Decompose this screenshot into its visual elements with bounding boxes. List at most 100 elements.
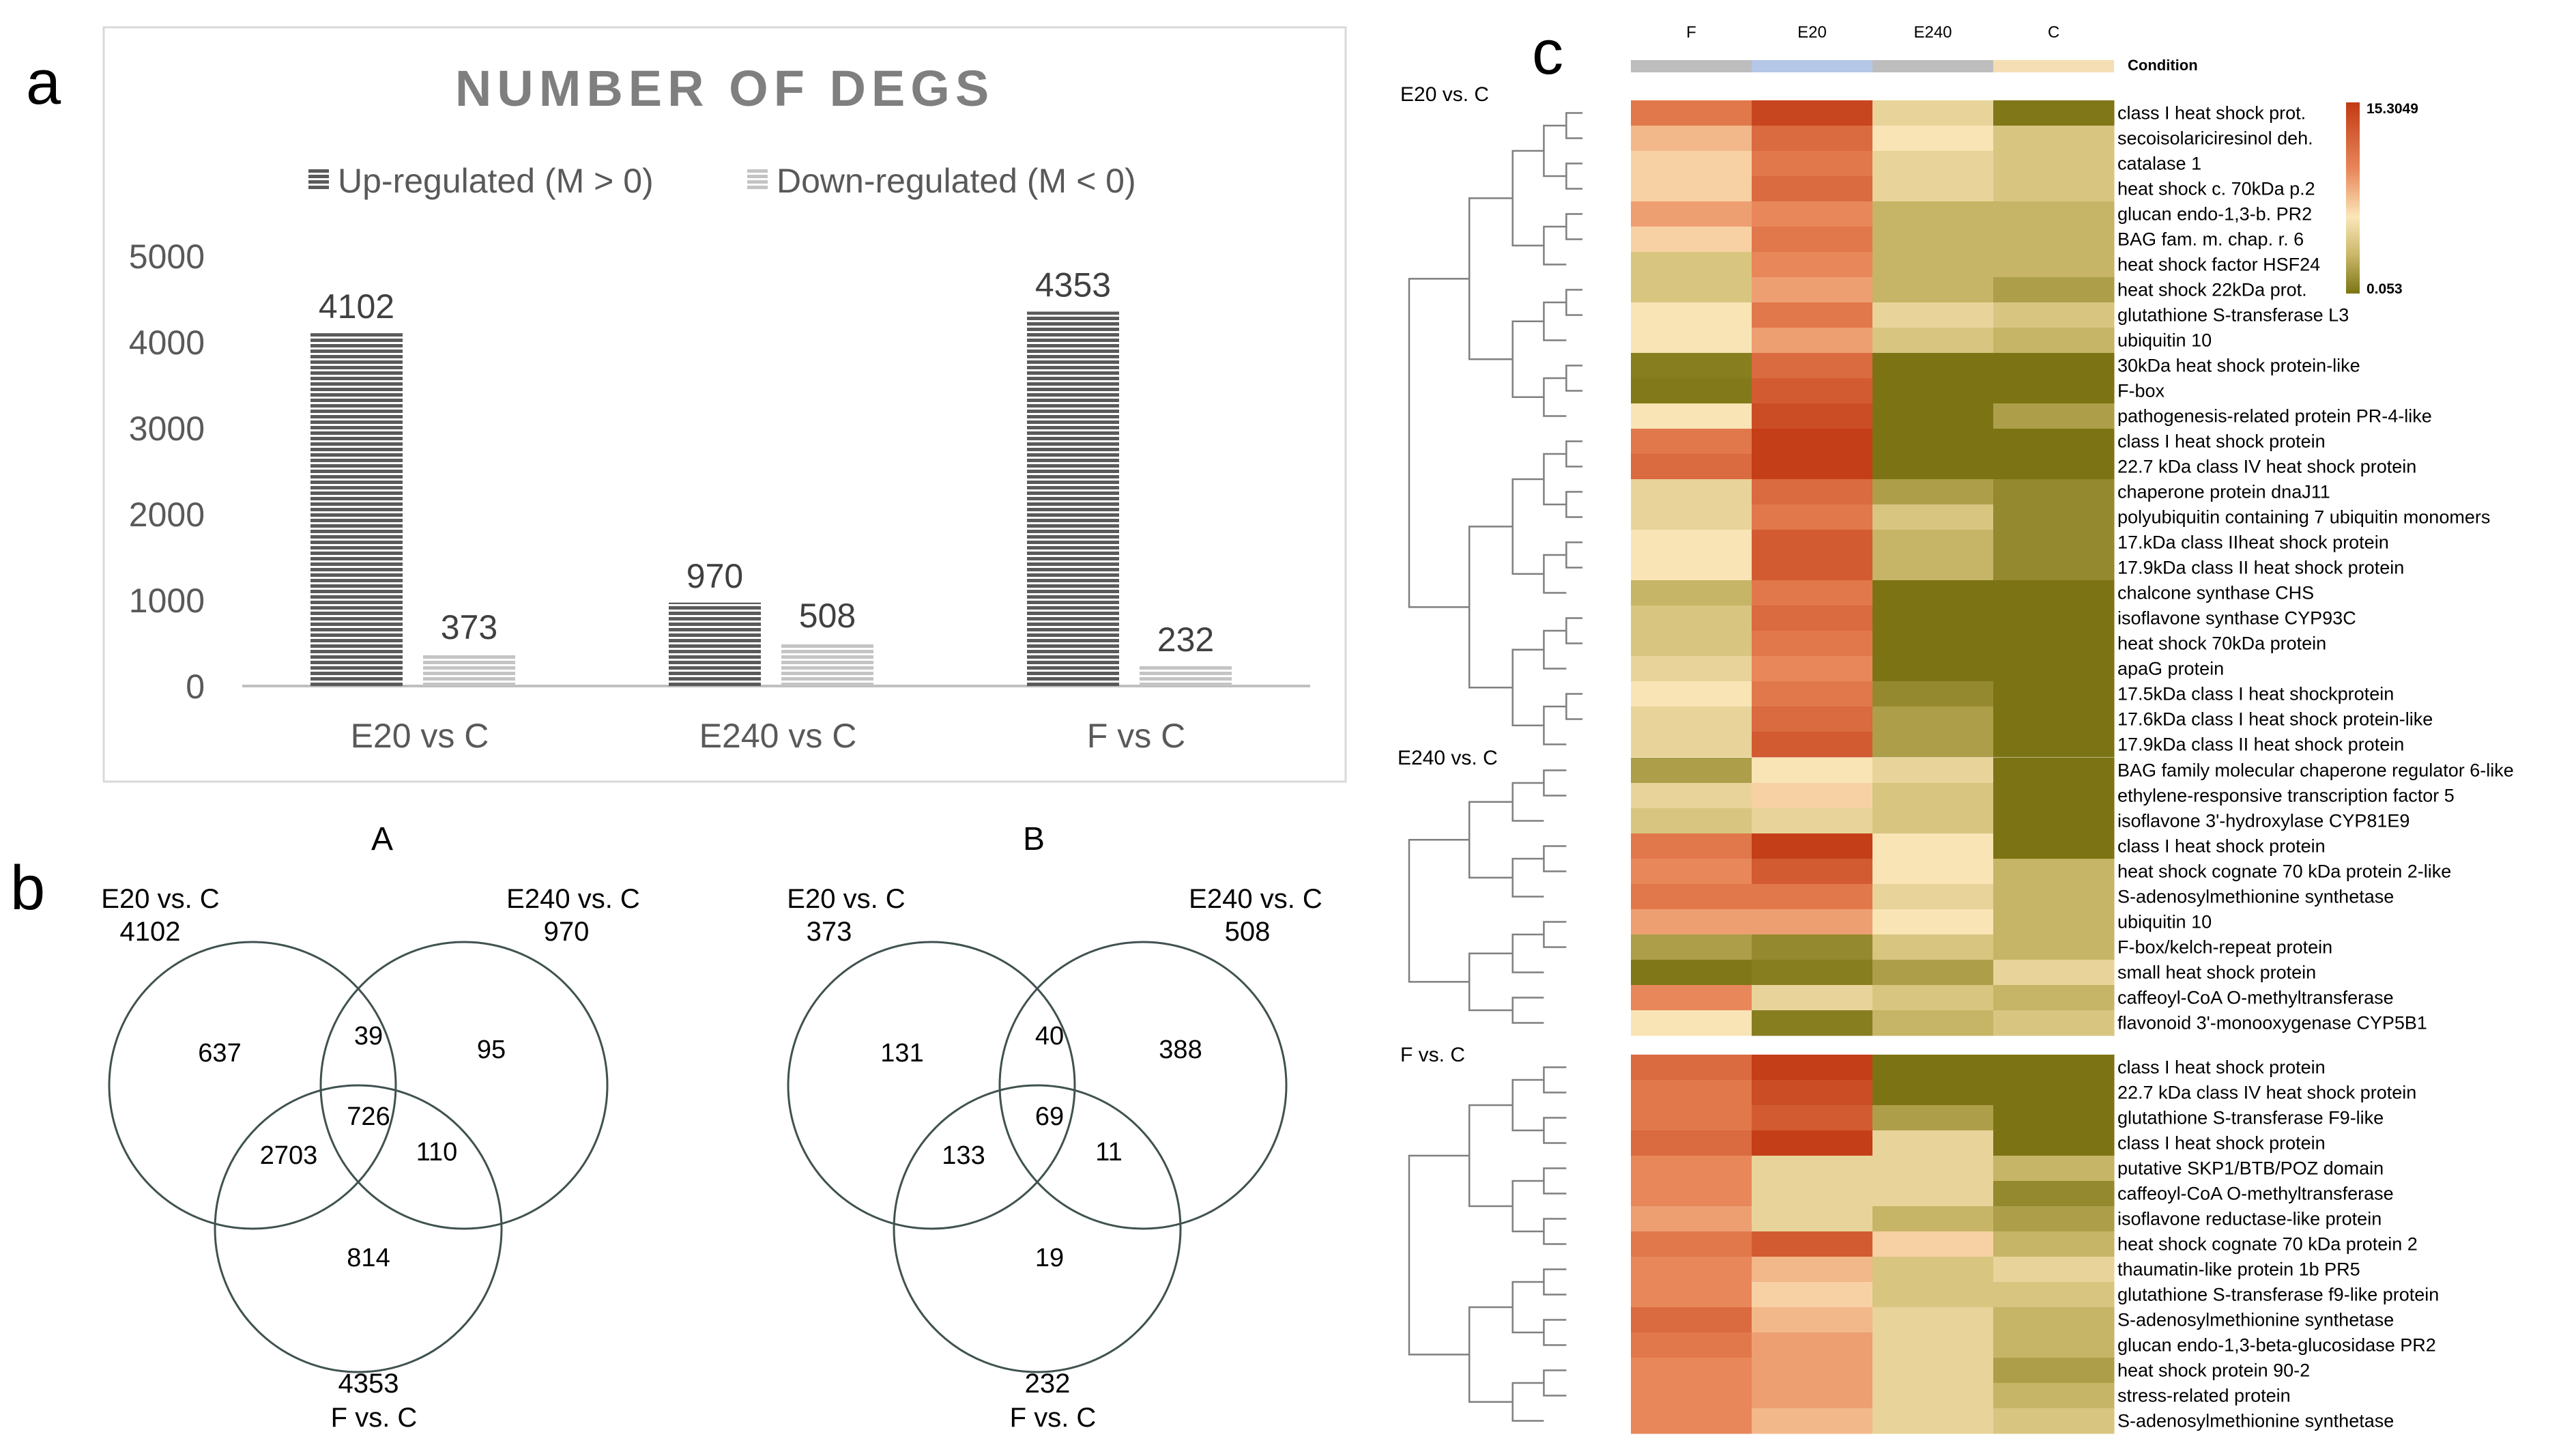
dendrogram-branch (1565, 365, 1583, 392)
heatmap-row-label: 17.9kDa class II heat shock protein (2117, 734, 2404, 755)
heatmap-cell (1993, 1282, 2115, 1308)
heatmap-cell (1752, 1282, 1873, 1308)
heatmap: F E20 E240 C Condition E20 vs. C E240 vs. C F… (1398, 23, 2514, 1434)
venn-B-region-12: 40 (1035, 1022, 1064, 1051)
heatmap-cell (1752, 1105, 1873, 1131)
heatmap-cell (1752, 100, 1873, 126)
heatmap-cell (1631, 1181, 1752, 1207)
heatmap-cell (1752, 378, 1873, 404)
heatmap-cell (1631, 454, 1752, 480)
heatmap-column-header: F (1686, 23, 1696, 42)
heatmap-cell (1993, 302, 2115, 328)
heatmap-cell (1631, 859, 1752, 885)
heatmap-cell (1993, 504, 2115, 530)
heatmap-cell (1872, 1358, 1994, 1384)
bar-chart-legend: Up-regulated (M > 0) Down-regulated (M <… (308, 162, 1136, 200)
heatmap-row-label: class I heat shock protein (2117, 431, 2326, 452)
venn-B-circle-1 (787, 941, 1076, 1230)
heatmap-row-label: glutathione S-transferase F9-like (2117, 1108, 2384, 1128)
heatmap-condition-bar (1631, 60, 2114, 72)
venn-B: B E20 vs. C 373 E240 vs. C 508 131 388 1… (787, 821, 1322, 1433)
heatmap-row-label: thaumatin-like protein 1b PR5 (2117, 1259, 2360, 1280)
dendrogram-branch (1565, 213, 1583, 240)
heatmap-row-label: heat shock factor HSF24 (2117, 255, 2320, 275)
heatmap-cell (1631, 934, 1752, 960)
heatmap-row-label: F-box (2117, 381, 2165, 401)
color-scale-bar (2346, 102, 2360, 294)
heatmap-cell (1752, 1408, 1873, 1434)
dendrogram-branch (1565, 112, 1583, 139)
heatmap-cell (1993, 656, 2115, 682)
heatmap-cell (1872, 1105, 1994, 1131)
dendrogram-branch (1468, 1306, 1513, 1403)
y-tick-label: 0 (186, 668, 205, 706)
heatmap-cell (1631, 1257, 1752, 1283)
heatmap-cell (1752, 960, 1873, 986)
bar-data-label: 373 (441, 608, 497, 646)
heatmap-cell (1872, 909, 1994, 935)
bar-data-label: 970 (686, 557, 743, 595)
heatmap-cell (1631, 1055, 1752, 1081)
y-tick-label: 3000 (129, 410, 205, 448)
heatmap-cell (1872, 227, 1994, 253)
heatmap-cell (1993, 1257, 2115, 1283)
heatmap-cell (1631, 100, 1752, 126)
venn-A-region-123: 726 (347, 1102, 390, 1131)
dendrogram-branch (1511, 320, 1544, 398)
heatmap-row-label: 17.6kDa class I heat shock protein-like (2117, 709, 2433, 730)
heatmap-row-label: 22.7 kDa class IV heat shock protein (2117, 1083, 2416, 1103)
condition-label: Condition (2128, 57, 2198, 74)
heatmap-cell (1752, 909, 1873, 935)
venn-A-region-13: 2703 (260, 1141, 318, 1170)
heatmap-cell (1993, 1010, 2115, 1036)
dendrogram-branch (1511, 149, 1544, 246)
heatmap-cell (1993, 479, 2115, 505)
heatmap-cell (1872, 302, 1994, 328)
heatmap-row-labels: class I heat shock prot. secoisolaricires… (2117, 103, 2514, 1431)
heatmap-cell (1993, 201, 2115, 227)
dendrogram-branch (1511, 997, 1544, 1024)
heatmap-row-label: BAG fam. m. chap. r. 6 (2117, 229, 2304, 250)
heatmap-cell (1993, 353, 2115, 379)
bar-up-regulated (1027, 311, 1119, 687)
heatmap-cell (1993, 1156, 2115, 1182)
heatmap-group-labels: E20 vs. C E240 vs. C F vs. C (1398, 83, 1498, 1066)
heatmap-cell (1752, 732, 1873, 758)
heatmap-cell (1872, 454, 1994, 480)
heatmap-cell (1993, 681, 2115, 707)
heatmap-row-label: isoflavone synthase CYP93C (2117, 608, 2356, 629)
heatmap-cell (1752, 504, 1873, 530)
bar-data-label: 4102 (319, 287, 394, 326)
heatmap-row-label: glutathione S-transferase L3 (2117, 305, 2349, 326)
heatmap-cell (1993, 934, 2115, 960)
heatmap-group-label: E20 vs. C (1400, 83, 1489, 106)
bar-data-label: 232 (1157, 620, 1214, 659)
condition-swatch (1993, 60, 2114, 72)
dendrogram-branch (1543, 453, 1567, 506)
y-tick-label: 5000 (129, 238, 205, 276)
venn-B-set2-total: 508 (1225, 917, 1271, 947)
heatmap-cell (1752, 176, 1873, 202)
heatmap-cell (1872, 1206, 1994, 1232)
heatmap-row-label: polyubiquitin containing 7 ubiquitin mon… (2117, 507, 2490, 528)
heatmap-cell (1872, 1383, 1994, 1409)
heatmap-group-label: F vs. C (1400, 1044, 1465, 1066)
heatmap-cell (1993, 758, 2115, 784)
heatmap-row-label: heat shock 70kDa protein (2117, 633, 2326, 654)
venn-B-set3-total: 232 (1025, 1369, 1071, 1399)
heatmap-cell (1872, 783, 1994, 809)
heatmap-cell (1752, 1181, 1873, 1207)
heatmap-cell (1752, 985, 1873, 1011)
heatmap-cell (1872, 1282, 1994, 1308)
bar-down-regulated (781, 642, 873, 686)
heatmap-row-label: glucan endo-1,3-beta-glucosidase PR2 (2117, 1335, 2436, 1356)
heatmap-cell (1752, 201, 1873, 227)
heatmap-cell (1752, 302, 1873, 328)
heatmap-cell (1752, 1055, 1873, 1081)
heatmap-dendrogram (1408, 112, 1583, 1422)
heatmap-row-label: 30kDa heat shock protein-like (2117, 356, 2360, 376)
venn-B-circle-2 (998, 941, 1288, 1230)
heatmap-cell (1872, 580, 1994, 606)
heatmap-cell (1631, 808, 1752, 834)
heatmap-cell (1631, 1282, 1752, 1308)
